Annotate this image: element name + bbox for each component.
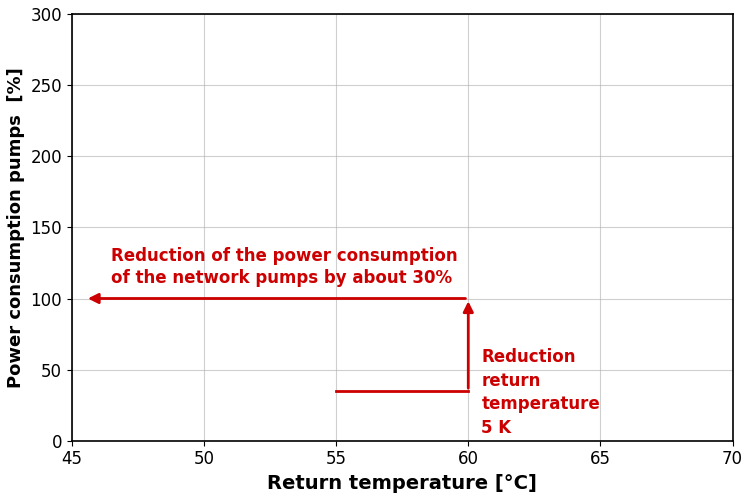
Text: Reduction of the power consumption
of the network pumps by about 30%: Reduction of the power consumption of th… [112, 247, 458, 287]
Y-axis label: Power consumption pumps  [%]: Power consumption pumps [%] [7, 67, 25, 388]
Text: Reduction
return
temperature
5 K: Reduction return temperature 5 K [482, 348, 600, 437]
X-axis label: Return temperature [°C]: Return temperature [°C] [267, 474, 537, 493]
